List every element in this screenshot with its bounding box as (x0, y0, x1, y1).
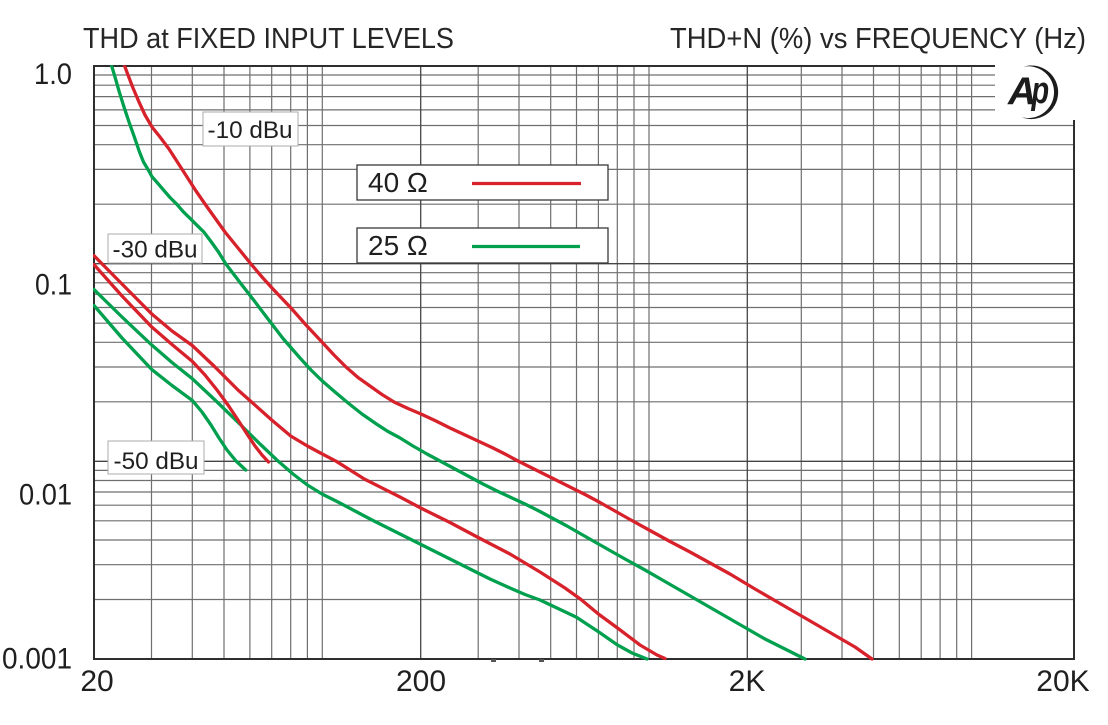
svg-text:0.1: 0.1 (35, 269, 72, 302)
svg-text:-30 dBu: -30 dBu (113, 237, 198, 264)
svg-text:25 Ω: 25 Ω (368, 230, 428, 261)
svg-text:THD+N (%) vs FREQUENCY (Hz): THD+N (%) vs FREQUENCY (Hz) (670, 23, 1086, 55)
svg-text:-10 dBu: -10 dBu (208, 117, 293, 144)
svg-text:p: p (1031, 69, 1049, 112)
svg-text:0.001: 0.001 (2, 643, 72, 676)
svg-text:40 Ω: 40 Ω (368, 167, 428, 198)
svg-text:2K: 2K (729, 665, 766, 698)
svg-text:1.0: 1.0 (34, 58, 72, 91)
svg-text:THD at FIXED INPUT LEVELS: THD at FIXED INPUT LEVELS (83, 23, 454, 55)
svg-text:A: A (1007, 71, 1036, 114)
svg-text:20: 20 (80, 665, 113, 698)
svg-text:200: 200 (396, 665, 446, 698)
svg-text:0.01: 0.01 (19, 479, 72, 512)
svg-text:20K: 20K (1036, 665, 1089, 698)
svg-text:-50 dBu: -50 dBu (114, 448, 199, 475)
